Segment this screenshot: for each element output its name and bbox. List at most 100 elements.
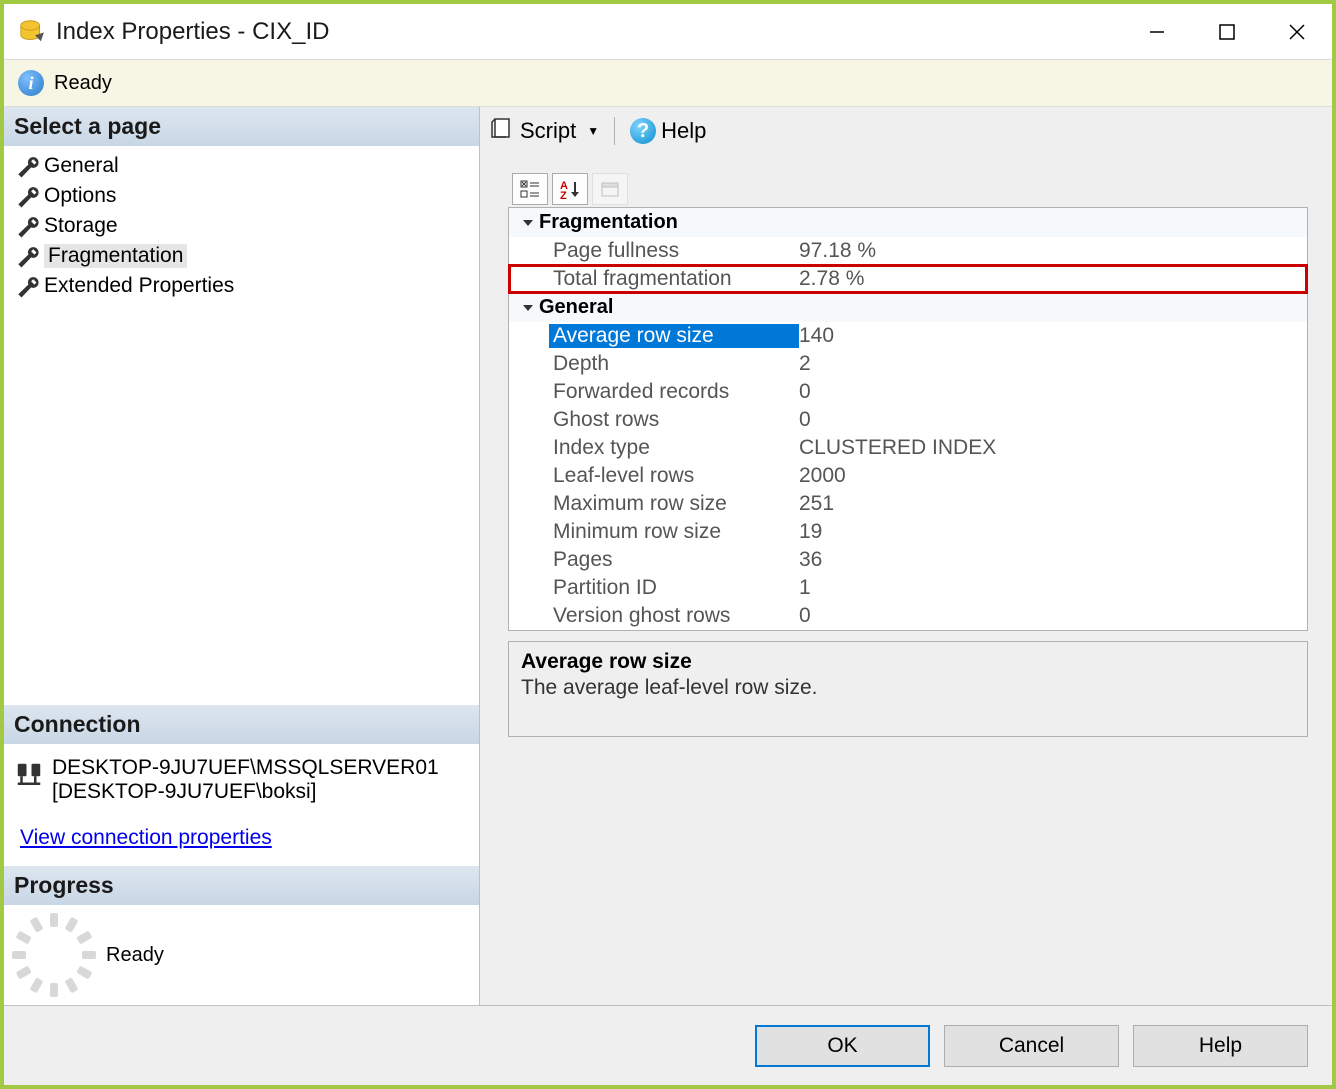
page-label: Options [44, 184, 116, 208]
main-content: Select a page General Options Storage Fr… [4, 107, 1332, 1005]
prop-label: Maximum row size [553, 492, 799, 516]
category-general[interactable]: General [509, 293, 1307, 322]
app-icon [18, 17, 48, 47]
page-list: General Options Storage Fragmentation Ex… [4, 146, 479, 306]
description-text: The average leaf-level row size. [521, 676, 1295, 700]
prop-label: Ghost rows [553, 408, 799, 432]
property-grid[interactable]: Fragmentation Page fullness 97.18 % Tota… [508, 207, 1308, 631]
prop-row-pages[interactable]: Pages 36 [509, 546, 1307, 574]
prop-value: 0 [799, 380, 811, 404]
help-toolbar-button[interactable]: ? Help [625, 116, 711, 146]
description-title: Average row size [521, 650, 1295, 674]
info-icon: i [18, 70, 44, 96]
prop-label: Forwarded records [553, 380, 799, 404]
wrench-icon [14, 215, 44, 237]
prop-row-depth[interactable]: Depth 2 [509, 350, 1307, 378]
right-toolbar: Script ▼ ? Help [480, 107, 1332, 155]
prop-value: 2.78 % [799, 267, 864, 291]
left-pane: Select a page General Options Storage Fr… [4, 107, 480, 1005]
progress-header: Progress [4, 866, 479, 905]
prop-row-page-fullness[interactable]: Page fullness 97.18 % [509, 237, 1307, 265]
select-page-header: Select a page [4, 107, 479, 146]
category-label: Fragmentation [539, 211, 678, 234]
prop-label: Partition ID [553, 576, 799, 600]
progress-spinner-icon [18, 919, 90, 991]
help-button[interactable]: Help [1133, 1025, 1308, 1067]
maximize-button[interactable] [1192, 4, 1262, 59]
window-title: Index Properties - CIX_ID [56, 18, 1122, 46]
prop-label: Index type [553, 436, 799, 460]
prop-row-index-type[interactable]: Index type CLUSTERED INDEX [509, 434, 1307, 462]
wrench-icon [14, 245, 44, 267]
status-bar: i Ready [4, 59, 1332, 107]
categorized-button[interactable] [512, 173, 548, 205]
prop-row-version-ghost[interactable]: Version ghost rows 0 [509, 602, 1307, 630]
prop-row-forwarded[interactable]: Forwarded records 0 [509, 378, 1307, 406]
property-grid-toolbar: AZ [508, 171, 1308, 207]
close-button[interactable] [1262, 4, 1332, 59]
prop-value: 2000 [799, 464, 846, 488]
prop-row-partition-id[interactable]: Partition ID 1 [509, 574, 1307, 602]
prop-label: Total fragmentation [553, 267, 799, 291]
button-bar: OK Cancel Help [4, 1005, 1332, 1085]
prop-label: Pages [553, 548, 799, 572]
titlebar[interactable]: Index Properties - CIX_ID [4, 4, 1332, 59]
script-label: Script [520, 118, 576, 144]
prop-label: Depth [553, 352, 799, 376]
connection-info: DESKTOP-9JU7UEF\MSSQLSERVER01 [DESKTOP-9… [4, 744, 479, 816]
minimize-button[interactable] [1122, 4, 1192, 59]
cancel-button[interactable]: Cancel [944, 1025, 1119, 1067]
page-item-general[interactable]: General [4, 151, 479, 181]
wrench-icon [14, 155, 44, 177]
prop-label: Leaf-level rows [553, 464, 799, 488]
prop-row-max-row[interactable]: Maximum row size 251 [509, 490, 1307, 518]
prop-value: 36 [799, 548, 822, 572]
prop-row-ghost[interactable]: Ghost rows 0 [509, 406, 1307, 434]
category-label: General [539, 296, 613, 319]
page-label: Fragmentation [44, 244, 187, 268]
alphabetical-button[interactable]: AZ [552, 173, 588, 205]
prop-value: 140 [799, 324, 834, 348]
view-connection-link[interactable]: View connection properties [4, 816, 479, 866]
connection-text: DESKTOP-9JU7UEF\MSSQLSERVER01 [DESKTOP-9… [52, 756, 439, 804]
prop-value: 1 [799, 576, 811, 600]
collapse-icon[interactable] [517, 216, 539, 230]
window-controls [1122, 4, 1332, 59]
collapse-icon[interactable] [517, 301, 539, 315]
ok-button[interactable]: OK [755, 1025, 930, 1067]
prop-value: 0 [799, 604, 811, 628]
property-pages-button [592, 173, 628, 205]
page-item-fragmentation[interactable]: Fragmentation [4, 241, 479, 271]
help-icon: ? [630, 118, 656, 144]
description-box: Average row size The average leaf-level … [508, 641, 1308, 737]
page-item-storage[interactable]: Storage [4, 211, 479, 241]
script-button[interactable]: Script ▼ [486, 114, 604, 148]
prop-value: 2 [799, 352, 811, 376]
toolbar-separator [614, 117, 615, 145]
status-text: Ready [54, 72, 112, 95]
connection-header: Connection [4, 705, 479, 744]
script-icon [491, 116, 515, 146]
page-item-options[interactable]: Options [4, 181, 479, 211]
wrench-icon [14, 275, 44, 297]
right-pane: Script ▼ ? Help AZ [480, 107, 1332, 1005]
prop-label: Minimum row size [553, 520, 799, 544]
dropdown-icon: ▼ [587, 124, 599, 138]
prop-label: Average row size [549, 324, 799, 348]
category-fragmentation[interactable]: Fragmentation [509, 208, 1307, 237]
prop-row-total-fragmentation[interactable]: Total fragmentation 2.78 % [509, 265, 1307, 293]
page-item-extended[interactable]: Extended Properties [4, 271, 479, 301]
page-label: Storage [44, 214, 118, 238]
dialog-window: Index Properties - CIX_ID i Ready Select… [3, 3, 1333, 1086]
page-label: General [44, 154, 119, 178]
prop-row-min-row[interactable]: Minimum row size 19 [509, 518, 1307, 546]
connection-user: [DESKTOP-9JU7UEF\boksi] [52, 780, 439, 804]
help-label: Help [661, 118, 706, 144]
prop-value: 97.18 % [799, 239, 876, 263]
progress-text: Ready [106, 944, 151, 967]
prop-row-leaf-rows[interactable]: Leaf-level rows 2000 [509, 462, 1307, 490]
page-label: Extended Properties [44, 274, 234, 298]
prop-value: 19 [799, 520, 822, 544]
connection-server: DESKTOP-9JU7UEF\MSSQLSERVER01 [52, 756, 439, 780]
prop-row-avg-row-size[interactable]: Average row size 140 [509, 322, 1307, 350]
